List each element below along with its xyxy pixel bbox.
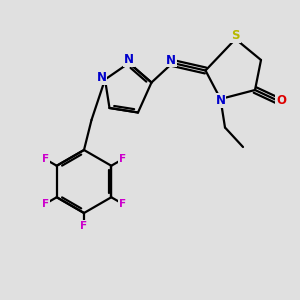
Text: N: N [96,70,106,84]
Text: N: N [215,94,226,107]
Text: N: N [124,53,134,66]
Text: F: F [118,199,126,208]
Text: F: F [118,154,126,164]
Text: F: F [42,154,50,164]
Text: F: F [42,199,50,208]
Text: N: N [166,53,176,67]
Text: O: O [276,94,286,107]
Text: S: S [231,29,240,42]
Text: F: F [80,220,88,231]
